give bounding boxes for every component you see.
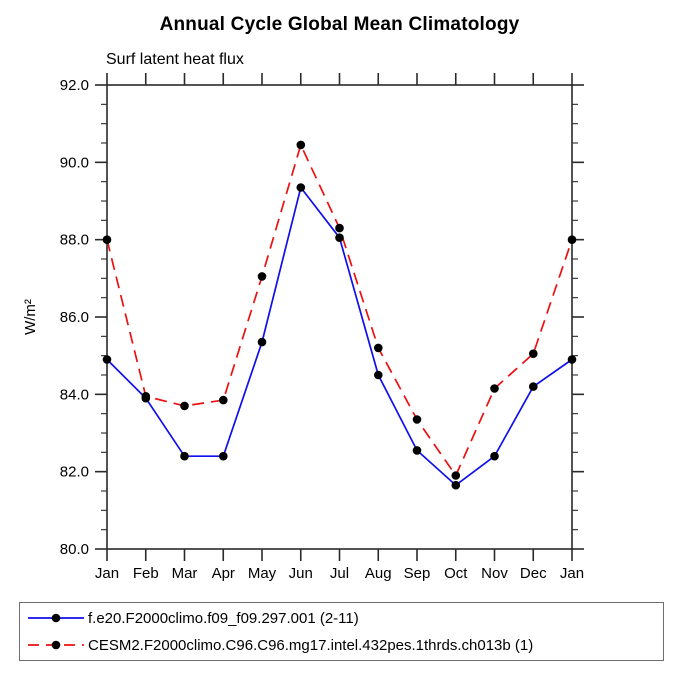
data-point-marker xyxy=(374,370,383,380)
data-point-marker xyxy=(180,401,189,411)
data-point-marker xyxy=(374,343,383,353)
data-point-marker xyxy=(335,223,344,233)
legend-solid-line-icon xyxy=(28,613,84,623)
x-tick-label: Mar xyxy=(172,565,198,582)
data-point-marker xyxy=(529,382,538,391)
x-tick-label: Apr xyxy=(212,565,235,582)
legend-item-series-2: CESM2.F2000climo.C96.C96.mg17.intel.432p… xyxy=(26,632,663,659)
series-line-2 xyxy=(106,142,573,478)
data-point-marker xyxy=(296,183,306,192)
plot-area: 80.0 82.0 84.0 86.0 88.0 90.0 92.0 Jan Feb Mar Apr… xyxy=(60,73,584,582)
data-point-marker xyxy=(219,395,228,405)
x-tick-label: Nov xyxy=(481,565,508,582)
data-point-marker xyxy=(529,349,538,359)
data-point-marker xyxy=(141,392,151,401)
data-point-marker xyxy=(257,337,267,347)
chart-subtitle: Surf latent heat flux xyxy=(106,51,244,68)
legend-marker-icon xyxy=(51,640,61,650)
data-point-marker xyxy=(490,384,499,393)
data-point-marker xyxy=(219,451,228,461)
legend: f.e20.F2000climo.f09_f09.297.001 (2-11) … xyxy=(19,602,664,661)
y-tick-label: 84.0 xyxy=(60,386,89,403)
y-tick-label: 86.0 xyxy=(60,309,89,326)
x-tick-label: Dec xyxy=(520,565,547,582)
data-point-marker xyxy=(490,451,499,461)
legend-item-series-1: f.e20.F2000climo.f09_f09.297.001 (2-11) xyxy=(26,605,663,632)
plot-frame xyxy=(106,84,573,550)
x-tick-label: Jan xyxy=(95,565,119,582)
legend-dashed-line-icon xyxy=(28,640,84,650)
legend-label-series-2: CESM2.F2000climo.C96.C96.mg17.intel.432p… xyxy=(88,636,534,654)
x-tick-label: Jul xyxy=(330,565,349,582)
data-point-marker xyxy=(257,272,267,281)
data-point-marker xyxy=(296,140,306,150)
data-point-marker xyxy=(451,471,461,480)
x-tick-label: Jan xyxy=(560,565,584,582)
legend-label-series-1: f.e20.F2000climo.f09_f09.297.001 (2-11) xyxy=(88,609,359,627)
y-tick-label: 82.0 xyxy=(60,464,89,481)
data-point-marker xyxy=(567,235,577,244)
x-tick-label: Sep xyxy=(404,565,431,582)
x-tick-label: Oct xyxy=(444,565,468,582)
x-tick-label: Aug xyxy=(365,565,392,582)
data-point-marker xyxy=(180,451,189,461)
legend-marker-icon xyxy=(51,613,61,623)
data-point-marker xyxy=(102,355,112,364)
y-tick-label: 92.0 xyxy=(60,77,89,94)
y-tick-label: 88.0 xyxy=(60,232,89,249)
data-point-marker xyxy=(567,355,577,364)
data-point-marker xyxy=(102,235,112,244)
y-tick-label: 90.0 xyxy=(60,154,89,171)
data-point-marker xyxy=(451,480,461,490)
x-tick-label: Jun xyxy=(289,565,313,582)
chart-title: Annual Cycle Global Mean Climatology xyxy=(159,14,520,35)
x-tick-label: Feb xyxy=(133,565,159,582)
data-point-marker xyxy=(412,446,422,455)
y-tick-label: 80.0 xyxy=(60,541,89,558)
data-point-marker xyxy=(335,233,344,242)
x-tick-label: May xyxy=(248,565,277,582)
data-point-marker xyxy=(412,415,422,424)
